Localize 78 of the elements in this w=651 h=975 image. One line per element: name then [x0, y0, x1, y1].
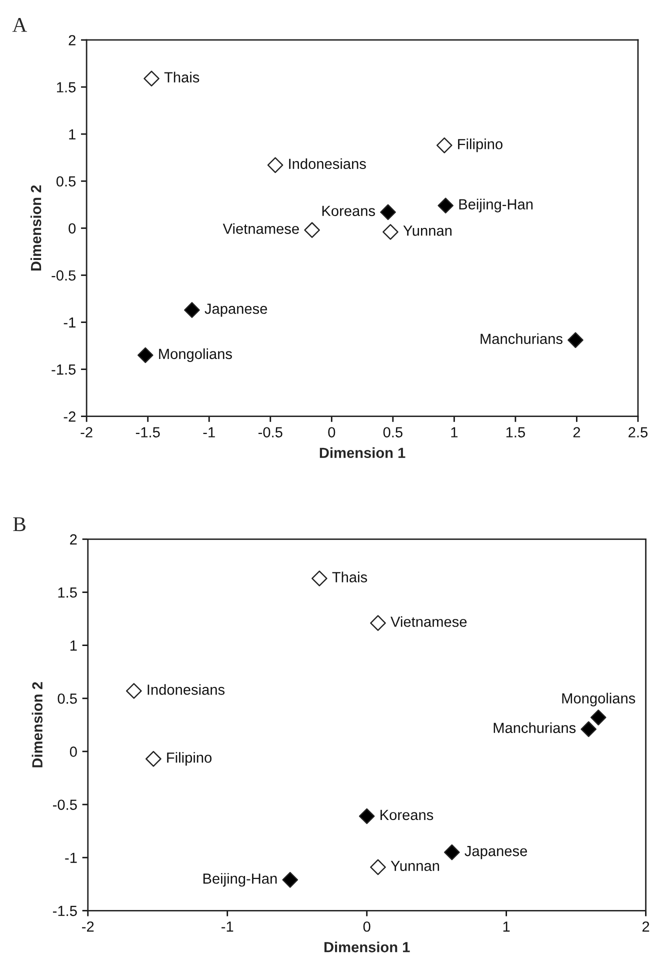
y-tick-label: 1	[69, 129, 76, 140]
y-tick-label: 0.5	[58, 693, 77, 704]
y-tick-label: 2	[68, 35, 76, 46]
x-axis-title: Dimension 1	[320, 447, 406, 458]
x-tick-label: -1	[222, 922, 234, 932]
point	[146, 750, 162, 767]
annotation: Thais	[164, 72, 200, 82]
annotation: Vietnamese	[222, 223, 299, 234]
point	[568, 332, 584, 348]
annotation: Vietnamese	[390, 616, 467, 627]
point	[590, 710, 606, 726]
x-tick-label: 0	[363, 921, 370, 932]
x-tick-label: 0.5	[383, 427, 402, 438]
annotation: Japanese	[204, 304, 268, 317]
point	[438, 198, 454, 214]
y-axis-title: Dimension 2	[30, 185, 42, 271]
point	[267, 157, 284, 174]
point	[380, 204, 396, 220]
x-tick-label: -0.5	[258, 427, 282, 438]
point	[444, 844, 460, 860]
point	[436, 137, 452, 154]
annotation: Beijing-Han	[203, 873, 277, 887]
y-axis-title: Dimension 2	[32, 682, 43, 768]
point	[304, 222, 320, 238]
point	[358, 808, 375, 824]
x-tick-label: -1	[203, 427, 215, 438]
point	[580, 721, 597, 738]
y-tick-label: 2	[70, 534, 77, 544]
x-tick-label: -2	[80, 427, 92, 438]
x-tick-label: -2	[82, 921, 94, 932]
x-tick-label: 2	[573, 427, 580, 438]
point	[137, 347, 154, 364]
y-tick-label: -2	[64, 411, 76, 422]
y-tick-label: 1	[70, 640, 77, 651]
point	[312, 570, 328, 586]
y-tick-label: -1.5	[52, 364, 76, 375]
annotation: Koreans	[322, 206, 375, 216]
x-tick-label: 0	[328, 427, 336, 438]
annotation: Beijing-Han	[459, 198, 533, 212]
point	[282, 872, 298, 888]
y-tick-label: -0.5	[52, 800, 77, 810]
x-tick-label: -1.5	[136, 427, 160, 438]
point	[370, 859, 386, 876]
point	[184, 302, 200, 318]
annotation: Manchurians	[480, 333, 562, 344]
y-tick-label: -1	[65, 852, 77, 863]
x-tick-label: 2	[642, 921, 650, 932]
x-tick-label: 1.5	[506, 427, 525, 438]
x-axis-title: Dimension 1	[324, 942, 410, 952]
chart-title: A	[12, 18, 28, 32]
y-tick-label: -1.5	[52, 906, 77, 916]
x-tick-label: 1	[503, 922, 510, 932]
y-tick-label: 1.5	[58, 587, 77, 598]
annotation: Mongolians	[562, 692, 636, 706]
x-tick-label: 1	[451, 427, 458, 438]
x-tick-label: 2.5	[628, 427, 648, 438]
annotation: Indonesians	[289, 158, 366, 170]
annotation: Mongolians	[159, 348, 232, 362]
annotation: Yunnan	[403, 226, 452, 236]
y-tick-label: 0	[70, 746, 77, 757]
y-tick-label: -1	[64, 317, 76, 328]
annotation: Koreans	[380, 810, 434, 820]
point	[370, 615, 386, 631]
y-tick-label: -0.5	[52, 270, 76, 281]
annotation: Thais	[332, 572, 368, 582]
y-tick-label: 0.5	[56, 176, 76, 187]
annotation: Manchurians	[494, 722, 576, 734]
chart-title: B	[13, 517, 26, 532]
annotation: Yunnan	[390, 860, 440, 872]
point	[126, 683, 142, 699]
y-tick-label: 0	[68, 223, 76, 234]
point	[382, 224, 398, 240]
y-tick-label: 1.5	[57, 82, 76, 92]
annotation: Filipino	[458, 138, 502, 152]
point	[144, 70, 160, 86]
annotation: Indonesians	[148, 684, 225, 695]
annotation: Filipino	[167, 752, 212, 766]
annotation: Japanese	[464, 846, 528, 860]
